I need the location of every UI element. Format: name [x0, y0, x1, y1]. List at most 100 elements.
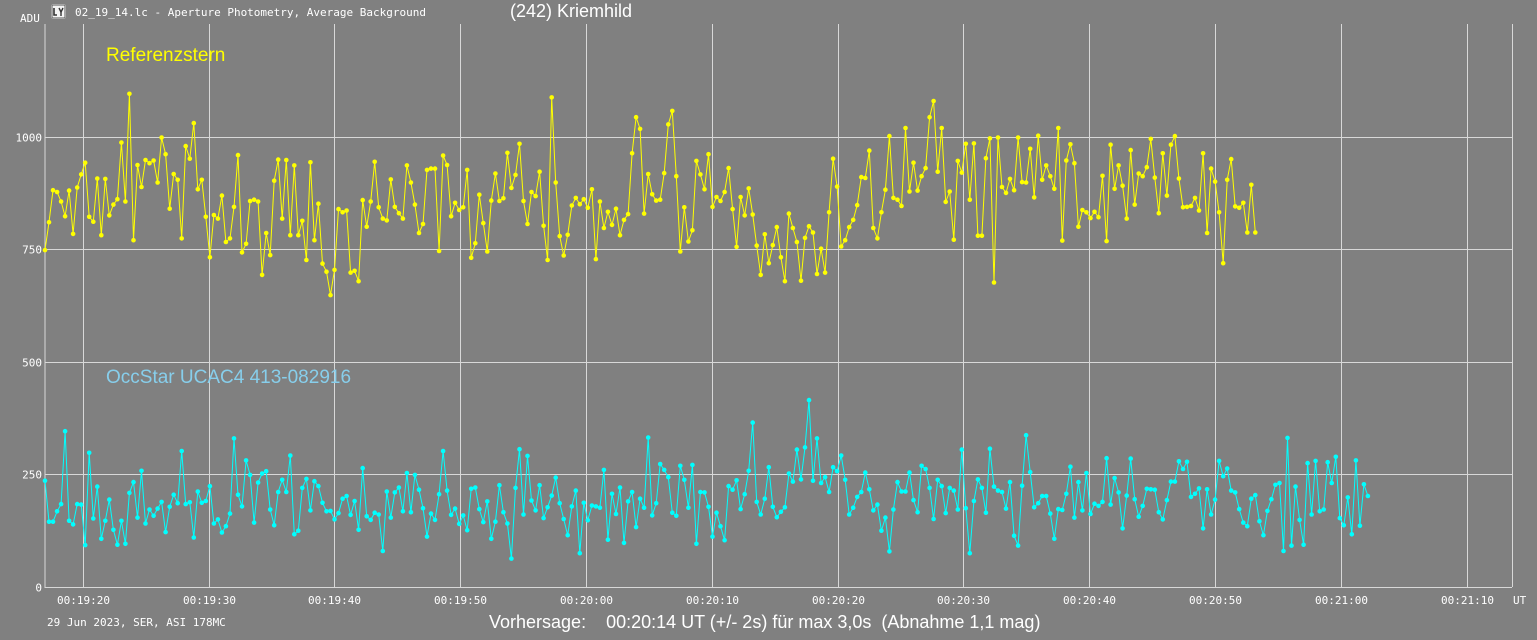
- data-point: [770, 504, 776, 510]
- data-point: [304, 257, 309, 263]
- data-point: [533, 508, 538, 513]
- data-point: [324, 269, 329, 275]
- data-point: [376, 205, 382, 210]
- data-point: [1140, 503, 1145, 509]
- data-point: [489, 536, 494, 542]
- data-point: [718, 523, 723, 529]
- data-point: [613, 511, 619, 517]
- data-point: [1212, 497, 1218, 502]
- data-point: [810, 230, 816, 235]
- data-point: [935, 169, 940, 174]
- data-point: [167, 206, 172, 211]
- data-point: [951, 488, 957, 493]
- data-point: [991, 484, 997, 489]
- data-point: [408, 180, 414, 185]
- data-point: [690, 228, 695, 233]
- data-point: [794, 447, 800, 452]
- data-point: [324, 509, 329, 514]
- data-point: [525, 221, 530, 227]
- data-point: [911, 160, 916, 165]
- series-label-occ-star: OccStar UCAC4 413-082916: [106, 367, 351, 388]
- y-tick-label: 1000: [16, 132, 43, 145]
- data-point: [231, 204, 237, 210]
- data-point: [830, 464, 836, 470]
- data-point: [919, 463, 924, 469]
- data-point: [388, 515, 394, 520]
- data-point: [971, 498, 977, 504]
- data-point: [1160, 151, 1166, 156]
- data-point: [481, 519, 486, 525]
- data-point: [1072, 515, 1077, 520]
- data-point: [838, 244, 844, 249]
- data-point: [1108, 502, 1113, 507]
- data-point: [123, 541, 128, 547]
- data-point: [328, 508, 333, 514]
- data-point: [670, 108, 675, 114]
- data-point: [923, 466, 928, 472]
- data-point: [175, 500, 180, 506]
- data-point: [151, 513, 156, 519]
- data-point: [223, 239, 229, 245]
- data-point: [1349, 532, 1355, 537]
- series-labels: Referenzstern OccStar UCAC4 413-082916: [106, 45, 351, 388]
- data-point: [1172, 479, 1178, 484]
- data-point: [187, 500, 193, 505]
- data-point: [686, 239, 691, 244]
- data-point: [895, 479, 900, 485]
- data-point: [195, 187, 201, 192]
- data-point: [601, 467, 607, 473]
- data-point: [46, 219, 52, 225]
- data-point: [444, 162, 450, 168]
- data-point: [1019, 179, 1025, 185]
- data-point: [191, 120, 197, 126]
- data-point: [1031, 195, 1037, 200]
- data-point: [416, 230, 422, 236]
- data-point: [91, 516, 96, 521]
- data-point: [963, 505, 969, 511]
- data-point: [74, 501, 80, 507]
- data-point: [1027, 469, 1033, 475]
- data-point: [859, 174, 864, 180]
- data-point: [316, 483, 321, 489]
- data-point: [766, 260, 772, 266]
- series-reference-star: [42, 91, 1258, 298]
- x-tick-label: 00:20:20: [812, 594, 865, 607]
- data-point: [653, 500, 659, 506]
- data-point: [1208, 512, 1214, 517]
- data-point: [541, 223, 546, 229]
- data-point: [814, 271, 820, 277]
- data-point: [501, 509, 506, 515]
- data-point: [947, 485, 952, 491]
- data-point: [82, 160, 88, 165]
- data-point: [621, 217, 627, 223]
- data-point: [103, 518, 108, 524]
- data-point: [191, 535, 197, 540]
- data-point: [1301, 542, 1306, 547]
- data-point: [312, 237, 317, 243]
- data-point: [601, 225, 607, 231]
- data-point: [1228, 488, 1234, 493]
- data-point: [846, 512, 852, 517]
- data-point: [440, 153, 446, 158]
- data-point: [971, 141, 977, 146]
- data-point: [1176, 176, 1182, 181]
- data-point: [420, 505, 426, 511]
- data-point: [786, 471, 792, 476]
- data-point: [1156, 509, 1162, 515]
- light-curve-app-icon[interactable]: [51, 4, 66, 19]
- y-tick-labels: 0 250 500 750 1000: [16, 132, 43, 595]
- data-point: [842, 237, 848, 243]
- data-point: [54, 189, 60, 195]
- data-point: [78, 172, 84, 177]
- data-point: [694, 541, 699, 547]
- data-point: [850, 505, 856, 511]
- data-point: [477, 192, 482, 197]
- data-point: [344, 493, 349, 499]
- data-point: [171, 171, 176, 177]
- data-point: [247, 472, 253, 478]
- data-point: [1007, 479, 1013, 485]
- data-point: [70, 522, 76, 527]
- data-point: [1192, 195, 1198, 201]
- data-point: [718, 198, 723, 204]
- data-point: [867, 148, 872, 153]
